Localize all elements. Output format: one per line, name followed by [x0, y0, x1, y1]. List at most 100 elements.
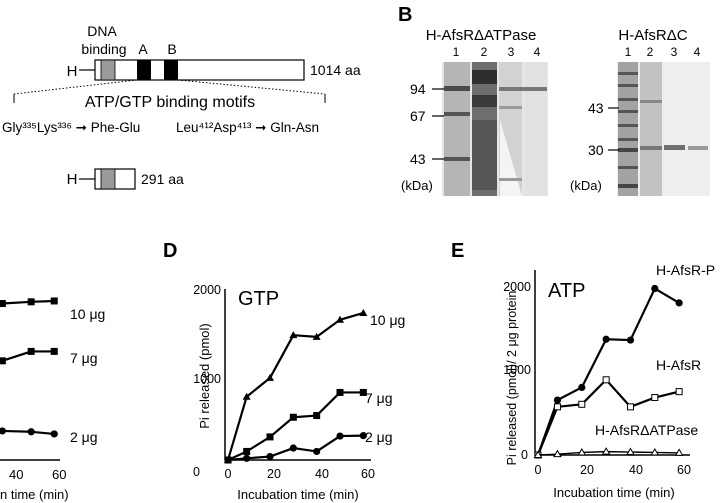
data-point-s2-4 — [50, 430, 58, 438]
panel-e-ytick-2000: 2000 — [503, 280, 531, 294]
data-point-s2-3 — [289, 444, 297, 452]
data-point-s1-2 — [578, 400, 586, 408]
panel-b: B H-AfsRΔATPase 1 2 3 4 94 67 43 — [398, 4, 710, 196]
data-point-s0-2 — [266, 373, 274, 381]
panel-e-title: ATP — [548, 280, 585, 302]
data-point-s1-5 — [651, 394, 659, 402]
series-line-0 — [0, 299, 55, 305]
dna-binding-label-2: binding — [81, 41, 126, 57]
h-tag-label: H — [67, 63, 78, 80]
gel1-lane-2: 2 — [481, 45, 488, 59]
data-point-s0-3 — [289, 331, 298, 339]
series-line-1 — [536, 378, 680, 456]
data-point-s1-6 — [359, 388, 367, 396]
data-point-s0-5 — [336, 315, 344, 323]
gel1-unit: (kDa) — [401, 178, 433, 193]
motif-a-label: A — [138, 41, 148, 57]
panel-b-label: B — [398, 4, 412, 26]
data-point-s0-6 — [675, 299, 683, 307]
panel-d-label: D — [163, 240, 177, 262]
panel-e-legend-afsr-datpase: H-AfsRΔATPase — [595, 422, 698, 438]
gel1-title: H-AfsRΔATPase — [426, 27, 537, 44]
panel-e-chart: E 0 1000 2000 0 20 40 60 Incubation time… — [451, 240, 715, 500]
gel1-lane-4: 4 — [534, 45, 541, 59]
data-point-s0-2 — [0, 300, 6, 308]
data-point-s0-3 — [602, 335, 610, 343]
gel1-marker-43: 43 — [410, 151, 426, 167]
data-point-s2-5 — [336, 432, 344, 440]
panel-c-x-label: n time (min) — [0, 487, 69, 502]
panel-e-label: E — [451, 240, 464, 262]
data-point-s1-4 — [313, 412, 321, 420]
dna-binding-domain — [100, 59, 116, 81]
panel-c-x-ticks: 40 60 — [9, 467, 66, 482]
series-line-1 — [0, 350, 55, 362]
panel-e-ytick-0: 0 — [521, 448, 528, 462]
panel-d-ytick-0: 0 — [193, 465, 200, 479]
panel-d-chart: D 0 1000 2000 0 20 40 60 Incubation time… — [163, 240, 405, 502]
panel-c-legend-7ug: 7 μg — [70, 350, 98, 366]
full-length-label: 1014 aa — [310, 62, 361, 78]
data-point-s2-6 — [359, 432, 367, 440]
data-point-s0-6 — [359, 308, 368, 316]
data-point-s1-2 — [0, 357, 6, 365]
panel-d-xtick-0: 0 — [225, 467, 232, 481]
motif-b-label: B — [167, 41, 176, 57]
panel-d-legend-7ug: 7 μg — [365, 390, 393, 406]
mutation-b: Leu⁴¹²Asp⁴¹³ ➞ Gln-Asn — [176, 120, 319, 135]
data-point-s2-6 — [674, 448, 684, 456]
data-point-s1-3 — [602, 376, 610, 384]
data-point-s1-6 — [675, 388, 683, 396]
data-point-s2-3 — [27, 428, 35, 436]
gel2-lane-4: 4 — [694, 45, 701, 59]
panel-d-xtick-60: 60 — [361, 467, 375, 481]
panel-d-title: GTP — [238, 288, 279, 310]
panel-d-x-label: Incubation time (min) — [237, 487, 358, 502]
motif-b-box — [164, 60, 178, 80]
data-point-s2-2 — [577, 447, 587, 456]
panel-d-legend-2ug: 2 μg — [365, 429, 393, 445]
gel1-lane-1: 1 — [453, 45, 460, 59]
data-point-s2-2 — [0, 427, 6, 435]
data-point-s1-3 — [289, 413, 297, 421]
panel-c-series — [0, 297, 58, 438]
data-point-s2-4 — [313, 447, 321, 456]
panel-e-x-label: Incubation time (min) — [553, 485, 674, 500]
mutation-a: Gly³³⁵Lys³³⁶ ➞ Phe-Glu — [2, 120, 140, 135]
panel-e-xtick-20: 20 — [580, 463, 594, 477]
panel-d-ytick-2000: 2000 — [193, 283, 221, 297]
data-point-s0-1 — [242, 392, 251, 400]
data-point-s1-4 — [50, 347, 58, 355]
panel-d-series — [224, 308, 368, 464]
motif-a-box — [137, 60, 151, 80]
data-point-s1-2 — [266, 433, 274, 441]
panel-d-xtick-40: 40 — [315, 467, 329, 481]
gel1-marker-94: 94 — [410, 81, 426, 97]
short-length-label: 291 aa — [141, 171, 184, 187]
motifs-title: ATP/GTP binding motifs — [85, 94, 255, 111]
panel-c-legend-10ug: 10 μg — [70, 306, 105, 322]
short-dna-binding-domain — [100, 168, 116, 190]
gel2-lane-1: 1 — [625, 45, 632, 59]
panel-e-ytick-1000: 1000 — [503, 363, 531, 377]
zoom-line-left — [13, 79, 138, 95]
short-h-tag-label: H — [67, 171, 78, 188]
data-point-s1-4 — [626, 403, 634, 411]
data-point-s2-0 — [533, 450, 543, 458]
panel-d-y-label: Pi released (pmol) — [197, 323, 212, 429]
panel-e-legend-afsr-p: H-AfsR-P — [656, 262, 715, 278]
data-point-s2-4 — [626, 447, 635, 456]
panel-c-xtick-60: 60 — [52, 467, 66, 482]
gel1-image — [442, 62, 548, 196]
data-point-s0-4 — [626, 336, 635, 344]
panel-c-xtick-40: 40 — [9, 467, 23, 482]
data-point-s0-4 — [312, 332, 321, 340]
data-point-s1-1 — [243, 447, 251, 455]
panel-e-xtick-60: 60 — [677, 463, 691, 477]
panel-d-legend-10ug: 10 μg — [370, 312, 405, 328]
panel-c-chart: 40 60 n time (min) 10 μg 7 μg 2 μg — [0, 297, 105, 502]
panel-e-legend-afsr: H-AfsR — [656, 357, 701, 373]
data-point-s2-1 — [553, 449, 562, 458]
zoom-line-right — [177, 79, 326, 95]
